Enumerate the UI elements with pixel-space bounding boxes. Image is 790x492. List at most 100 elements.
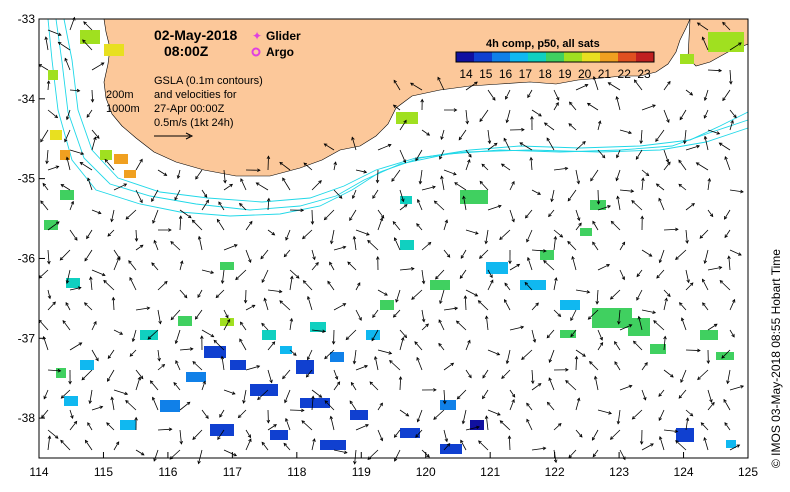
velocity-arrow bbox=[350, 382, 357, 391]
velocity-arrow-head bbox=[458, 136, 463, 141]
velocity-arrow-head bbox=[686, 279, 690, 284]
velocity-arrow-head bbox=[614, 340, 618, 345]
velocity-arrow-head bbox=[716, 131, 721, 135]
velocity-arrow bbox=[530, 157, 533, 171]
velocity-arrow-head bbox=[398, 376, 403, 380]
velocity-arrow bbox=[399, 376, 402, 391]
velocity-arrow-head bbox=[220, 280, 225, 285]
velocity-arrow bbox=[619, 385, 632, 391]
velocity-arrow-head bbox=[526, 238, 530, 243]
velocity-arrow bbox=[464, 295, 467, 311]
velocity-arrow bbox=[443, 307, 458, 311]
velocity-arrow bbox=[509, 399, 515, 411]
velocity-arrow bbox=[685, 89, 693, 96]
velocity-arrow bbox=[223, 169, 226, 183]
velocity-arrow-head bbox=[679, 116, 683, 121]
velocity-arrow bbox=[399, 120, 407, 131]
velocity-arrow bbox=[302, 229, 313, 239]
velocity-arrow bbox=[707, 323, 718, 331]
velocity-arrow-head bbox=[543, 260, 547, 264]
velocity-arrow-head bbox=[384, 292, 388, 296]
velocity-arrow-head bbox=[45, 160, 49, 165]
velocity-arrow bbox=[69, 421, 78, 431]
velocity-arrow-head bbox=[54, 435, 59, 439]
velocity-arrow bbox=[179, 429, 182, 444]
velocity-arrow bbox=[443, 443, 451, 451]
velocity-arrow-head bbox=[689, 92, 694, 96]
velocity-arrow-head bbox=[352, 235, 357, 240]
velocity-arrow-head bbox=[163, 172, 168, 176]
velocity-arrow bbox=[597, 264, 610, 271]
velocity-arrow bbox=[526, 229, 533, 243]
velocity-arrow-head bbox=[678, 302, 683, 306]
velocity-arrow-head bbox=[433, 200, 438, 205]
velocity-arrow bbox=[478, 300, 489, 311]
velocity-arrow-head bbox=[351, 136, 355, 141]
velocity-arrow-head bbox=[169, 456, 174, 460]
velocity-arrow bbox=[509, 209, 515, 222]
velocity-arrow-head bbox=[68, 380, 72, 385]
velocity-arrow-head bbox=[282, 375, 286, 380]
velocity-arrow-head bbox=[170, 241, 174, 245]
velocity-arrow-head bbox=[644, 361, 648, 366]
velocity-arrow-head bbox=[535, 302, 539, 307]
velocity-arrow bbox=[575, 398, 580, 411]
velocity-arrow bbox=[261, 269, 269, 283]
velocity-arrow-head bbox=[530, 115, 534, 120]
velocity-arrow-head bbox=[124, 391, 129, 396]
velocity-arrow-head bbox=[80, 151, 85, 155]
velocity-arrow-head bbox=[239, 321, 244, 326]
velocity-arrow-head bbox=[210, 333, 215, 338]
velocity-arrow-head bbox=[444, 219, 449, 224]
velocity-arrow-head bbox=[387, 143, 392, 148]
velocity-arrow-head bbox=[696, 144, 701, 149]
colorbar-tick-label: 20 bbox=[578, 67, 592, 81]
velocity-arrow-head bbox=[220, 355, 225, 360]
velocity-arrow-head bbox=[331, 341, 336, 345]
velocity-arrow bbox=[443, 219, 448, 231]
velocity-arrow bbox=[267, 289, 282, 293]
velocity-arrow-head bbox=[713, 323, 718, 328]
velocity-arrow-head bbox=[392, 221, 397, 225]
velocity-arrow bbox=[152, 397, 159, 411]
velocity-arrow bbox=[377, 217, 383, 231]
velocity-arrow bbox=[235, 269, 247, 280]
velocity-arrow-head bbox=[415, 434, 419, 438]
velocity-arrow bbox=[632, 409, 643, 420]
velocity-arrow-head bbox=[511, 398, 515, 403]
velocity-arrow bbox=[572, 256, 577, 271]
velocity-arrow bbox=[509, 389, 516, 398]
velocity-arrow bbox=[707, 209, 714, 217]
velocity-arrow bbox=[460, 440, 467, 451]
velocity-arrow-head bbox=[180, 260, 184, 265]
velocity-arrow-head bbox=[318, 180, 322, 184]
velocity-arrow-head bbox=[496, 412, 501, 416]
velocity-arrow bbox=[527, 257, 533, 271]
velocity-arrow-head bbox=[266, 197, 271, 202]
velocity-arrow bbox=[729, 189, 744, 193]
velocity-arrow bbox=[43, 389, 49, 399]
velocity-arrow-head bbox=[400, 336, 405, 341]
colorbar-ticks: 14 15 16 17 18 19 20 21 22 23 bbox=[459, 67, 651, 81]
velocity-arrow-head bbox=[347, 261, 351, 266]
velocity-arrow bbox=[729, 444, 740, 451]
velocity-arrow bbox=[333, 303, 346, 311]
velocity-arrow-head bbox=[440, 136, 444, 141]
velocity-arrow bbox=[568, 123, 577, 131]
velocity-arrow-head bbox=[592, 220, 596, 225]
credit-text: © IMOS 03-May-2018 08:55 Hobart Time bbox=[769, 249, 783, 468]
velocity-arrow bbox=[245, 304, 255, 311]
velocity-arrow bbox=[223, 184, 233, 191]
velocity-arrow bbox=[521, 349, 533, 360]
velocity-arrow-head bbox=[576, 217, 581, 222]
velocity-arrow-head bbox=[724, 234, 728, 239]
velocity-arrow-head bbox=[617, 321, 621, 325]
velocity-arrow bbox=[640, 129, 643, 144]
velocity-arrow-head bbox=[329, 261, 333, 266]
depth-label-1000: 1000m bbox=[106, 103, 140, 115]
velocity-arrow bbox=[279, 300, 291, 311]
velocity-arrow-head bbox=[460, 439, 464, 444]
velocity-arrow bbox=[443, 429, 448, 442]
velocity-arrow bbox=[367, 240, 379, 251]
velocity-arrow-head bbox=[452, 172, 457, 176]
